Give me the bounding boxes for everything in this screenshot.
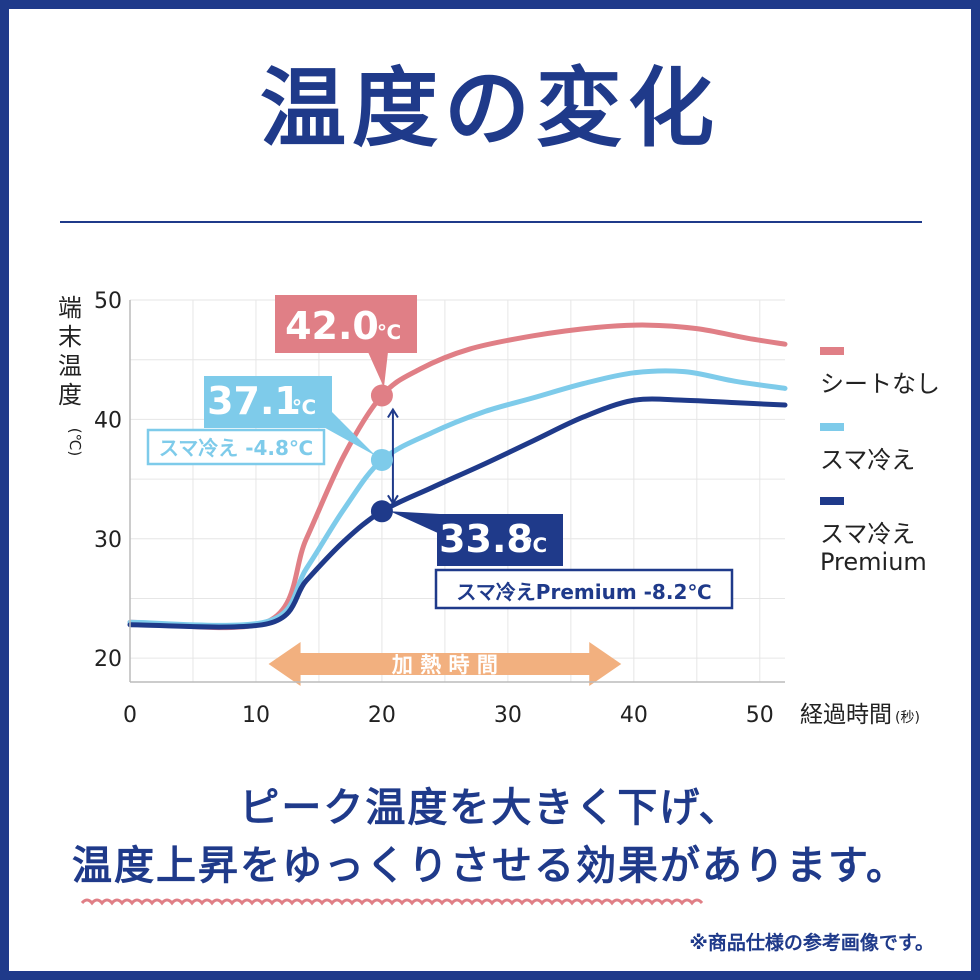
x-axis-unit: (秒)	[895, 710, 920, 726]
legend-item-sumahie-premium-label: Premium	[820, 548, 927, 576]
difference-arrowhead-up	[387, 407, 399, 419]
y-axis-label-char: 末	[58, 323, 82, 351]
y-axis-unit: (℃)	[66, 428, 84, 457]
heating-period-label: 加 熱 時 間	[391, 653, 498, 677]
y-axis-label-char: 度	[58, 381, 82, 409]
y-axis-label-char: 端	[58, 294, 82, 322]
disclaimer-note: ※商品仕様の参考画像です。	[689, 932, 934, 954]
legend-item-no-sheet-label: シートなし	[820, 370, 940, 398]
callout-sumahie-diff-box	[146, 428, 326, 466]
callout-sumahie-unit: ℃	[292, 395, 316, 419]
chart-markers	[370, 384, 393, 523]
chart-series-lines	[127, 322, 788, 631]
callout-sumahie-premium-diff-text: スマ冷えPremium -8.2℃	[456, 580, 711, 604]
x-tick-label: 10	[242, 703, 270, 728]
tagline-line-1: ピーク温度を大きく下げ、	[239, 785, 741, 831]
marker-point	[370, 384, 393, 407]
callout-sumahie-box	[204, 376, 332, 428]
callout-no-sheet-pointer	[368, 352, 388, 388]
x-tick-label: 20	[368, 703, 396, 728]
callout-sumahie-diff-text: スマ冷え -4.8℃	[159, 436, 313, 460]
legend-item-sumahie-label: スマ冷え	[820, 446, 915, 474]
y-tick-label: 30	[94, 528, 122, 553]
x-axis-label: 経過時間	[800, 702, 892, 728]
y-tick-label: 20	[94, 647, 122, 672]
legend-item-no-sheet-swatch	[820, 347, 844, 355]
y-tick-label: 50	[94, 289, 122, 314]
series-line-no-sheet	[127, 322, 788, 631]
x-tick-label: 50	[746, 703, 774, 728]
marker-point	[370, 448, 393, 471]
y-tick-label: 40	[94, 408, 122, 433]
callout-sumahie-pointer	[318, 412, 376, 456]
title-divider	[60, 221, 922, 223]
callout-no-sheet-box	[275, 295, 417, 353]
x-tick-label: 0	[123, 703, 137, 728]
callout-no-sheet-value: 42.0	[285, 304, 379, 348]
legend-item-sumahie-swatch	[820, 423, 844, 431]
marker-point	[370, 500, 393, 523]
callout-sumahie-premium-pointer	[389, 511, 440, 534]
callout-no-sheet-unit: ℃	[377, 320, 401, 344]
heating-period-arrow: 加 熱 時 間	[268, 642, 622, 686]
x-tick-label: 40	[620, 703, 648, 728]
series-line-sumahie-premium	[127, 396, 788, 630]
callout-sumahie-premium-box	[437, 514, 563, 566]
legend-item-sumahie-premium-label: スマ冷え	[820, 520, 915, 548]
heating-arrow-shape	[268, 642, 622, 686]
series-line-sumahie	[127, 368, 788, 628]
y-axis-label-char: 温	[58, 352, 82, 380]
x-tick-label: 30	[494, 703, 522, 728]
callout-sumahie-premium-value: 33.8	[439, 517, 533, 561]
legend-item-sumahie-premium-swatch	[820, 497, 844, 505]
callout-sumahie-premium-diff-box	[434, 568, 734, 610]
difference-indicator	[387, 407, 399, 506]
page-title: 温度の変化	[260, 59, 720, 159]
callout-sumahie-premium-unit: ℃	[523, 533, 547, 557]
tagline-line-2: 温度上昇をゆっくりさせる効果があります。	[72, 843, 908, 889]
callout-sumahie-value: 37.1	[207, 379, 301, 423]
difference-arrowhead-down	[387, 494, 399, 506]
